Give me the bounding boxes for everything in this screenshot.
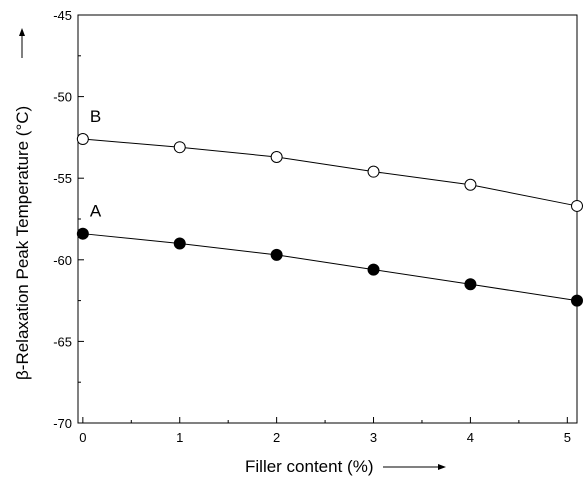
y-tick-label: -45 xyxy=(53,8,72,23)
series-line xyxy=(82,138,578,207)
axis-ticks: 0 1 2 3 4 5 -45 -50 -55 -60 -65 -70 xyxy=(53,8,571,445)
data-point xyxy=(464,178,477,191)
y-tick-label: -60 xyxy=(53,253,72,268)
y-axis-arrow-icon xyxy=(19,28,25,58)
series-line xyxy=(82,233,578,302)
x-tick-label: 0 xyxy=(79,430,86,445)
series-A: A xyxy=(76,202,583,307)
data-point xyxy=(270,248,283,261)
data-point xyxy=(464,278,477,291)
data-point xyxy=(270,150,283,163)
series-label: A xyxy=(90,202,102,221)
y-tick-label: -50 xyxy=(53,90,72,105)
data-point xyxy=(76,227,89,240)
x-tick-label: 3 xyxy=(370,430,377,445)
x-tick-label: 2 xyxy=(273,430,280,445)
y-tick-label: -65 xyxy=(53,334,72,349)
plot-frame xyxy=(77,14,578,424)
series-label: B xyxy=(90,107,101,126)
x-axis-title: Filler content (%) xyxy=(245,457,373,476)
data-point xyxy=(571,294,583,307)
series-layer: BA xyxy=(76,107,583,307)
data-point xyxy=(173,141,186,154)
data-point xyxy=(367,263,380,276)
x-axis-arrow-icon xyxy=(383,464,446,470)
data-point xyxy=(76,133,89,146)
y-tick-label: -70 xyxy=(53,416,72,431)
series-B: B xyxy=(76,107,583,212)
x-tick-label: 5 xyxy=(564,430,571,445)
data-point xyxy=(367,165,380,178)
x-tick-label: 1 xyxy=(176,430,183,445)
x-tick-label: 4 xyxy=(467,430,474,445)
data-point xyxy=(173,237,186,250)
data-point xyxy=(571,199,583,212)
y-tick-label: -55 xyxy=(53,171,72,186)
y-axis-title: β-Relaxation Peak Temperature (°C) xyxy=(13,106,32,380)
